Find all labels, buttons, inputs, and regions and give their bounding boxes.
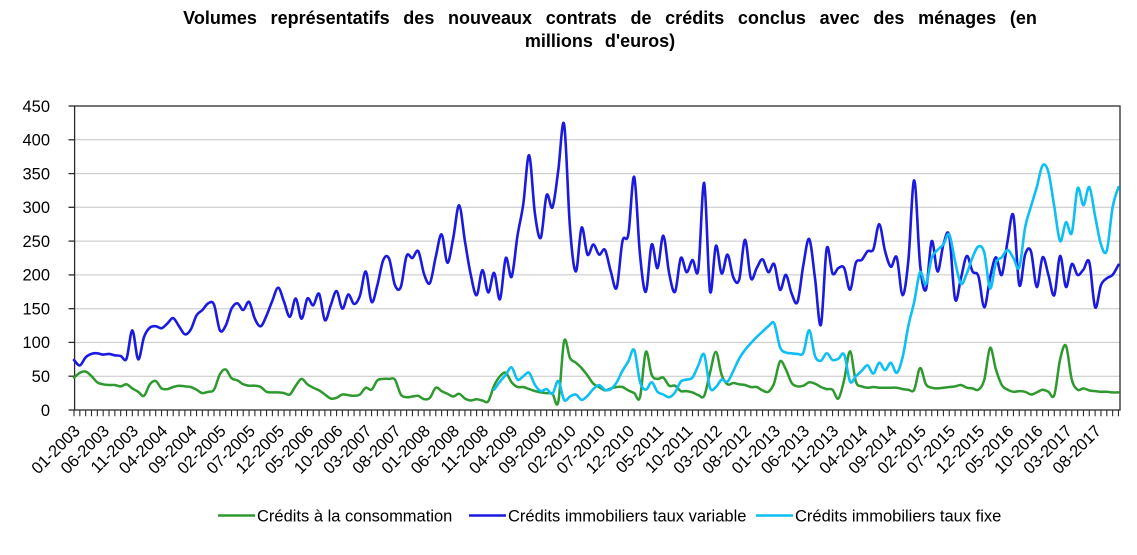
svg-text:350: 350 bbox=[22, 165, 50, 183]
svg-text:millions d'euros): millions d'euros) bbox=[525, 31, 675, 51]
svg-text:100: 100 bbox=[22, 334, 50, 352]
svg-text:Crédits à la consommation: Crédits à la consommation bbox=[257, 508, 452, 526]
svg-text:Volumes représentatifs des nou: Volumes représentatifs des nouveaux cont… bbox=[183, 8, 1037, 28]
svg-text:250: 250 bbox=[22, 233, 50, 251]
svg-text:50: 50 bbox=[32, 368, 50, 386]
svg-text:Crédits immobiliers taux fixe: Crédits immobiliers taux fixe bbox=[795, 508, 1001, 526]
svg-text:400: 400 bbox=[22, 132, 50, 150]
svg-text:450: 450 bbox=[22, 98, 50, 116]
svg-text:0: 0 bbox=[41, 402, 50, 420]
svg-text:300: 300 bbox=[22, 199, 50, 217]
svg-text:Crédits immobiliers taux varia: Crédits immobiliers taux variable bbox=[508, 508, 746, 526]
svg-text:200: 200 bbox=[22, 267, 50, 285]
svg-text:150: 150 bbox=[22, 301, 50, 319]
